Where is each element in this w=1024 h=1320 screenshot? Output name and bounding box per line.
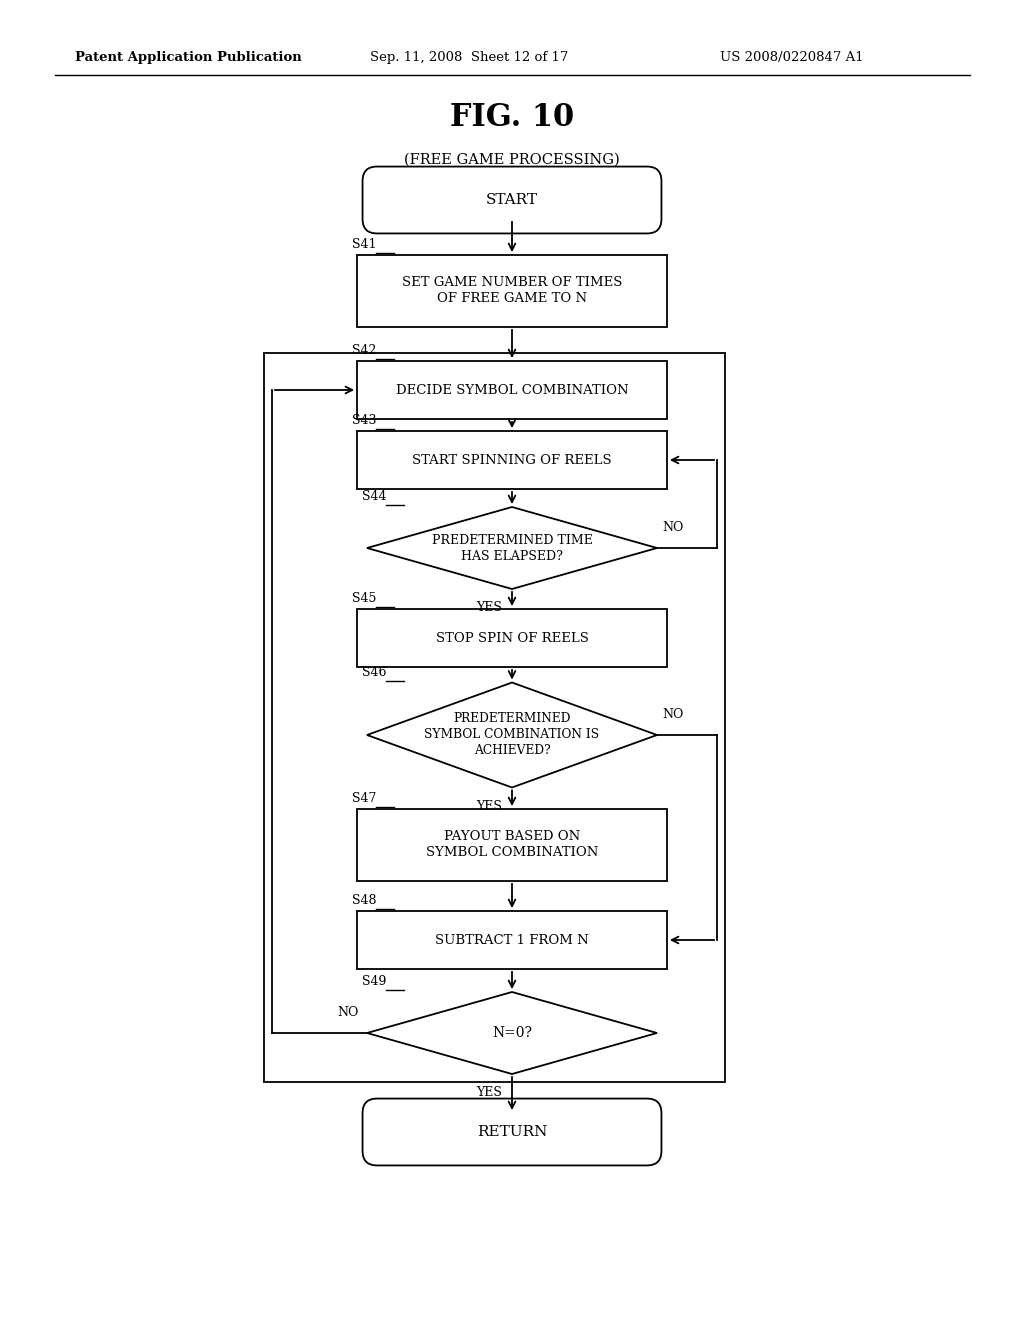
Text: RETURN: RETURN xyxy=(477,1125,547,1139)
Bar xyxy=(357,360,667,418)
Text: YES: YES xyxy=(476,1086,502,1100)
Text: (FREE GAME PROCESSING): (FREE GAME PROCESSING) xyxy=(404,153,620,168)
Text: NO: NO xyxy=(662,708,683,721)
Text: STOP SPIN OF REELS: STOP SPIN OF REELS xyxy=(435,631,589,644)
Text: NO: NO xyxy=(662,521,683,535)
Bar xyxy=(357,809,667,880)
FancyBboxPatch shape xyxy=(362,1098,662,1166)
Text: PREDETERMINED
SYMBOL COMBINATION IS
ACHIEVED?: PREDETERMINED SYMBOL COMBINATION IS ACHI… xyxy=(424,713,600,758)
Polygon shape xyxy=(367,682,657,788)
Text: PAYOUT BASED ON
SYMBOL COMBINATION: PAYOUT BASED ON SYMBOL COMBINATION xyxy=(426,830,598,859)
Text: S44: S44 xyxy=(362,490,386,503)
Text: NO: NO xyxy=(338,1006,359,1019)
Bar xyxy=(357,609,667,667)
Polygon shape xyxy=(367,993,657,1074)
FancyBboxPatch shape xyxy=(362,166,662,234)
Text: START SPINNING OF REELS: START SPINNING OF REELS xyxy=(413,454,611,466)
Text: YES: YES xyxy=(476,601,502,614)
Text: Sep. 11, 2008  Sheet 12 of 17: Sep. 11, 2008 Sheet 12 of 17 xyxy=(370,51,568,65)
Polygon shape xyxy=(367,507,657,589)
Text: FIG. 10: FIG. 10 xyxy=(450,103,574,133)
Text: N=0?: N=0? xyxy=(492,1026,532,1040)
Text: PREDETERMINED TIME
HAS ELAPSED?: PREDETERMINED TIME HAS ELAPSED? xyxy=(431,533,593,562)
Bar xyxy=(264,352,725,1082)
Text: S48: S48 xyxy=(352,894,377,907)
Text: S41: S41 xyxy=(352,238,377,251)
Text: S46: S46 xyxy=(362,665,386,678)
Text: Patent Application Publication: Patent Application Publication xyxy=(75,51,302,65)
Text: SUBTRACT 1 FROM N: SUBTRACT 1 FROM N xyxy=(435,933,589,946)
Text: DECIDE SYMBOL COMBINATION: DECIDE SYMBOL COMBINATION xyxy=(395,384,629,396)
Text: S45: S45 xyxy=(352,591,377,605)
Text: US 2008/0220847 A1: US 2008/0220847 A1 xyxy=(720,51,863,65)
Text: S49: S49 xyxy=(362,975,386,987)
Bar xyxy=(357,255,667,327)
Text: YES: YES xyxy=(476,800,502,813)
Bar xyxy=(357,911,667,969)
Text: SET GAME NUMBER OF TIMES
OF FREE GAME TO N: SET GAME NUMBER OF TIMES OF FREE GAME TO… xyxy=(401,276,623,305)
Text: START: START xyxy=(486,193,538,207)
Text: S42: S42 xyxy=(352,345,377,356)
Text: S47: S47 xyxy=(352,792,377,805)
Text: S43: S43 xyxy=(352,414,377,426)
Bar xyxy=(357,432,667,488)
